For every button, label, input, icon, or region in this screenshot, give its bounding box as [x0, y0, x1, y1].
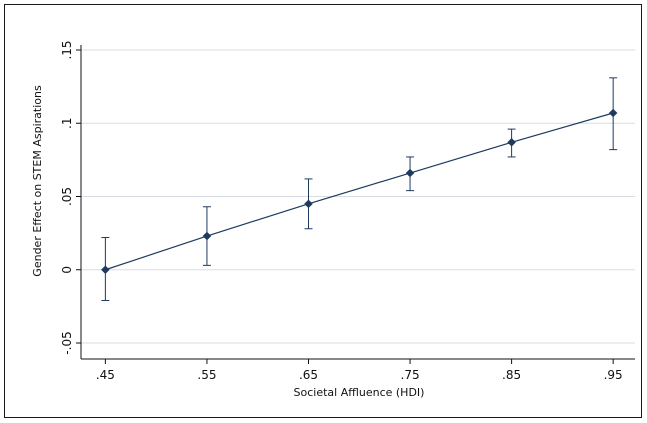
y-tick-label: 0	[60, 266, 74, 274]
error-bars	[101, 77, 618, 302]
x-tick-label: .75	[401, 368, 420, 382]
x-axis-ticks: .45 .55 .65 .75 .85 .95	[96, 359, 623, 382]
data-point	[304, 199, 313, 209]
series-line	[105, 112, 614, 271]
x-tick-label: .55	[197, 368, 216, 382]
chart-svg: -.05 0 .05 .1 .15 .45 .55 .65 .75 .85 .95 Societa…	[31, 40, 635, 399]
x-tick-label: .95	[604, 368, 623, 382]
data-point	[405, 168, 415, 178]
y-tick-label: .05	[60, 187, 74, 206]
data-point	[202, 231, 212, 241]
data-points	[101, 108, 618, 275]
chart-frame: -.05 0 .05 .1 .15 .45 .55 .65 .75 .85 .95 Societa…	[4, 4, 642, 418]
series-polyline	[105, 112, 614, 271]
x-tick-label: .85	[502, 368, 521, 382]
x-tick-label: .45	[96, 368, 115, 382]
y-tick-label: .15	[60, 40, 74, 59]
y-axis-ticks: -.05 0 .05 .1 .15	[60, 40, 81, 355]
data-point	[101, 265, 110, 275]
data-point	[608, 108, 618, 118]
y-axis-title: Gender Effect on STEM Aspirations	[31, 85, 44, 277]
x-tick-label: .65	[299, 368, 318, 382]
y-tick-label: .1	[60, 118, 74, 129]
axes	[80, 45, 635, 360]
grid-lines	[81, 49, 635, 344]
data-point	[507, 137, 516, 147]
x-axis-title: Societal Affluence (HDI)	[294, 386, 425, 399]
y-tick-label: -.05	[60, 331, 74, 354]
